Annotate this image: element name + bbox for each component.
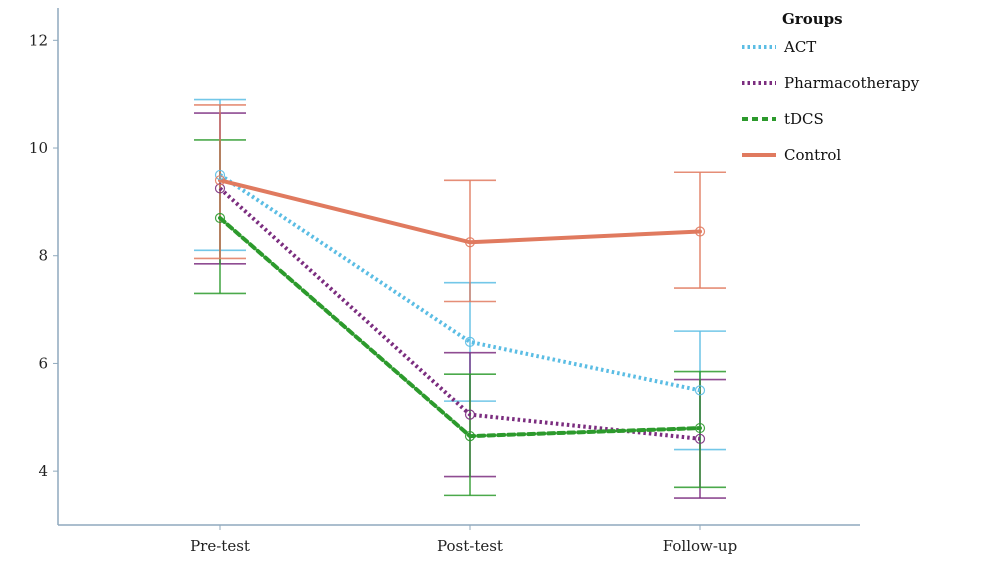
y-tick-label: 10 (29, 139, 48, 157)
legend-label-control: Control (784, 146, 841, 164)
data-point-tdcs (464, 431, 476, 442)
data-point-pharmacotherapy (694, 433, 706, 444)
x-tick-label: Post-test (437, 537, 503, 555)
x-tick-label: Follow-up (663, 537, 737, 555)
legend-label-pharmacotherapy: Pharmacotherapy (784, 74, 920, 92)
series-lines (218, 173, 702, 441)
series-line-tdcs (218, 216, 702, 439)
y-tick-label: 12 (29, 31, 48, 49)
y-tick-label: 6 (38, 354, 48, 372)
series-line-control (218, 178, 702, 245)
y-tick-label: 8 (38, 247, 48, 265)
data-point-act (694, 385, 706, 396)
series-line-act (218, 173, 701, 393)
data-point-tdcs (694, 422, 706, 434)
series-points (214, 169, 706, 444)
legend: Groups ACT Pharmacotherapy tDCS Control (742, 10, 920, 164)
legend-title: Groups (782, 10, 843, 28)
legend-label-tdcs: tDCS (784, 110, 824, 128)
y-tick-label: 4 (38, 462, 48, 480)
legend-label-act: ACT (783, 38, 816, 56)
data-point-pharmacotherapy (214, 183, 226, 194)
data-point-control (214, 175, 226, 186)
data-point-pharmacotherapy (464, 409, 476, 420)
data-point-act (214, 169, 226, 181)
x-tick-label: Pre-test (190, 537, 250, 555)
error-bars (194, 98, 726, 499)
chart-axes: 4 6 8 10 12 Pre-test Post-test Follow-up (29, 8, 860, 555)
data-point-act (464, 336, 476, 347)
data-point-control (464, 237, 476, 248)
data-point-control (694, 226, 706, 237)
data-point-tdcs (214, 212, 226, 224)
